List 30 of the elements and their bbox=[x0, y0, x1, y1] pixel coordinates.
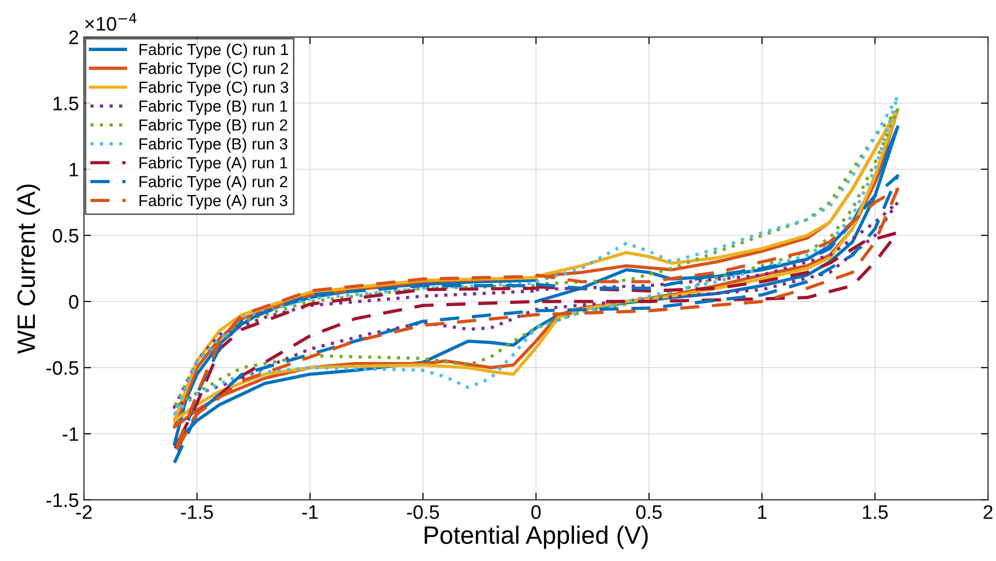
legend-label: Fabric Type (A) run 2 bbox=[140, 176, 288, 190]
text: ×10$^{−4}$ bbox=[85, 13, 136, 31]
legend-label: Fabric Type (B) run 2 bbox=[140, 118, 288, 134]
y-tick-label: -0.5 bbox=[46, 361, 78, 375]
y-tick-label: 1.5 bbox=[54, 96, 78, 110]
x-tick-label: -1 bbox=[302, 505, 318, 519]
y-tick-label: -1 bbox=[62, 427, 78, 441]
line-series bbox=[172, 231, 900, 452]
legend-label: Fabric Type (A) run 3 bbox=[140, 194, 288, 210]
x-tick-label: 1.5 bbox=[862, 505, 888, 519]
y-tick-label: 0.5 bbox=[52, 228, 78, 243]
x-tick-label: 0.5 bbox=[636, 505, 662, 519]
x-axis-title: Potential Applied (V) bbox=[424, 526, 648, 549]
y-axis-title: WE Current (A) bbox=[16, 184, 40, 354]
legend-label: Fabric Type (C) run 1 bbox=[140, 43, 288, 58]
legend-label: Fabric Type (C) run 3 bbox=[140, 81, 288, 96]
x-tick-label: -0.5 bbox=[407, 505, 439, 519]
x-tick-label: 1 bbox=[758, 505, 766, 519]
legend-label: Fabric Type (C) run 2 bbox=[140, 62, 288, 78]
x-tick-label: 0 bbox=[531, 505, 541, 519]
y-tick-label: 0 bbox=[69, 294, 78, 309]
x-tick-label: -2 bbox=[76, 505, 92, 519]
y-tick-label: 1 bbox=[70, 162, 78, 176]
y-tick-label: 2 bbox=[69, 30, 78, 44]
y-tick-label: -1.5 bbox=[46, 494, 78, 508]
legend-label: Fabric Type (B) run 1 bbox=[140, 100, 288, 115]
x-tick-label: 2 bbox=[984, 505, 992, 519]
legend-label: Fabric Type (B) run 3 bbox=[140, 138, 288, 153]
legend-label: Fabric Type (A) run 1 bbox=[140, 156, 288, 172]
x-tick-label: -1.5 bbox=[181, 505, 213, 519]
